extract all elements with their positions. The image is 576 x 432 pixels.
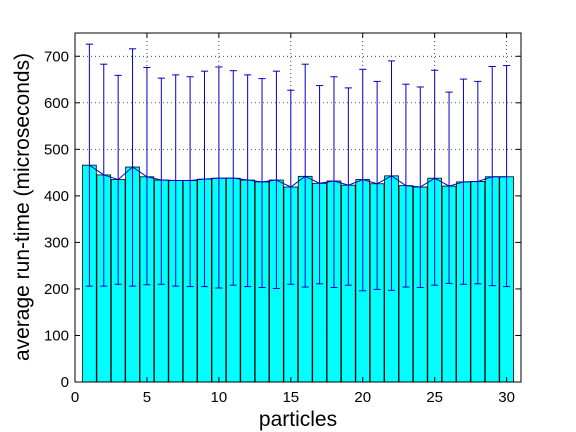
y-tick-label: 600 xyxy=(44,95,69,112)
y-axis-title: average run-time (microseconds) xyxy=(11,53,34,361)
y-tick-labels: 0 100 200 300 400 500 600 700 xyxy=(44,48,69,391)
x-tick-labels: 0 5 10 15 20 25 30 xyxy=(71,389,515,406)
mean-line xyxy=(89,164,507,188)
x-tick-label: 20 xyxy=(354,389,371,406)
y-tick-label: 200 xyxy=(44,281,69,298)
axis-ticks xyxy=(74,33,521,383)
y-tick-label: 500 xyxy=(44,141,69,158)
x-tick-label: 5 xyxy=(143,389,151,406)
plot-frame xyxy=(74,32,522,383)
x-tick-label: 15 xyxy=(282,389,299,406)
y-tick-label: 400 xyxy=(44,188,69,205)
y-tick-label: 700 xyxy=(44,48,69,65)
y-tick-label: 0 xyxy=(61,374,69,391)
x-tick-label: 30 xyxy=(498,389,515,406)
x-tick-label: 25 xyxy=(426,389,443,406)
mean-polyline xyxy=(89,164,507,188)
y-tick-label: 300 xyxy=(44,234,69,251)
y-tick-label: 100 xyxy=(44,327,69,344)
x-tick-label: 10 xyxy=(211,389,228,406)
x-axis-title: particles xyxy=(259,408,337,431)
error-bars xyxy=(85,43,511,292)
x-tick-label: 0 xyxy=(71,389,79,406)
